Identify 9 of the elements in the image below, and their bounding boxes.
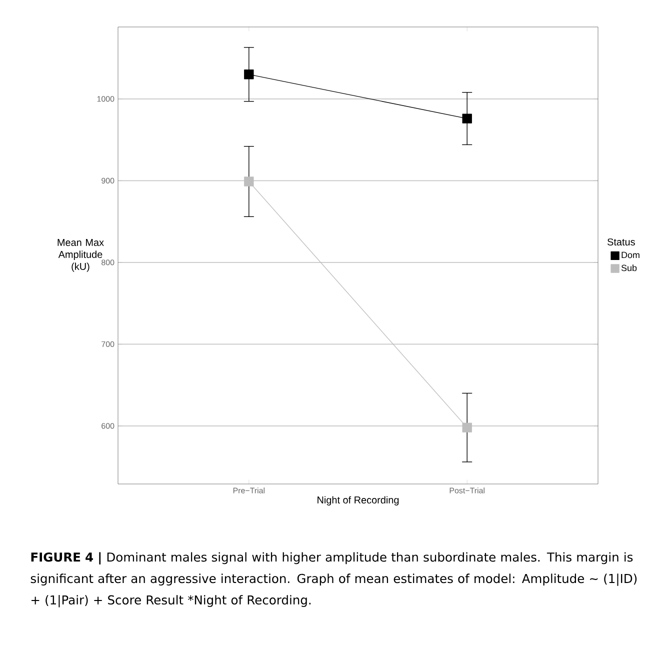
legend-label: Sub: [621, 264, 637, 272]
x-axis-title: Night of Recording: [318, 496, 399, 506]
point: [462, 114, 472, 124]
point: [244, 70, 254, 80]
text: FIGURE 4 | Dominant males signal with higher amplitude than subordinate males. This margin is significant after an aggressive interaction. Graph of mean estimates of model: Amplitude ∼ (1|ID) + (1|Pair) + Score Result *Night of Recording.: [30, 552, 637, 608]
point: [244, 176, 254, 186]
legend-label: Dom: [622, 252, 640, 258]
point: [462, 422, 472, 432]
legend-title: Status: [607, 238, 635, 246]
